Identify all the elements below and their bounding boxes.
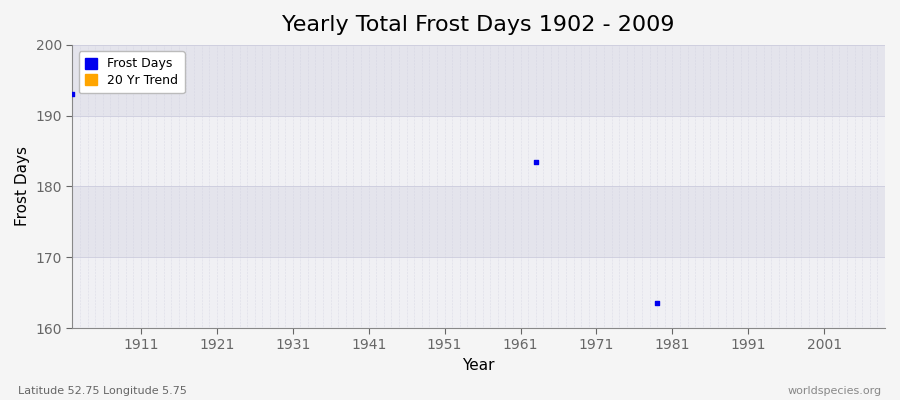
Bar (73, 186, 885, 257)
Text: worldspecies.org: worldspecies.org (788, 386, 882, 396)
Legend: Frost Days, 20 Yr Trend: Frost Days, 20 Yr Trend (78, 51, 184, 93)
Y-axis label: Frost Days: Frost Days (15, 146, 30, 226)
Point (650, 300, 664, 306)
X-axis label: Year: Year (463, 358, 495, 373)
Text: Latitude 52.75 Longitude 5.75: Latitude 52.75 Longitude 5.75 (18, 386, 187, 396)
Bar (73, 257, 885, 328)
Bar (73, 45, 885, 116)
Title: Yearly Total Frost Days 1902 - 2009: Yearly Total Frost Days 1902 - 2009 (283, 15, 675, 35)
Point (66, 91, 80, 98)
Point (528, 158, 543, 165)
Bar (73, 116, 885, 186)
